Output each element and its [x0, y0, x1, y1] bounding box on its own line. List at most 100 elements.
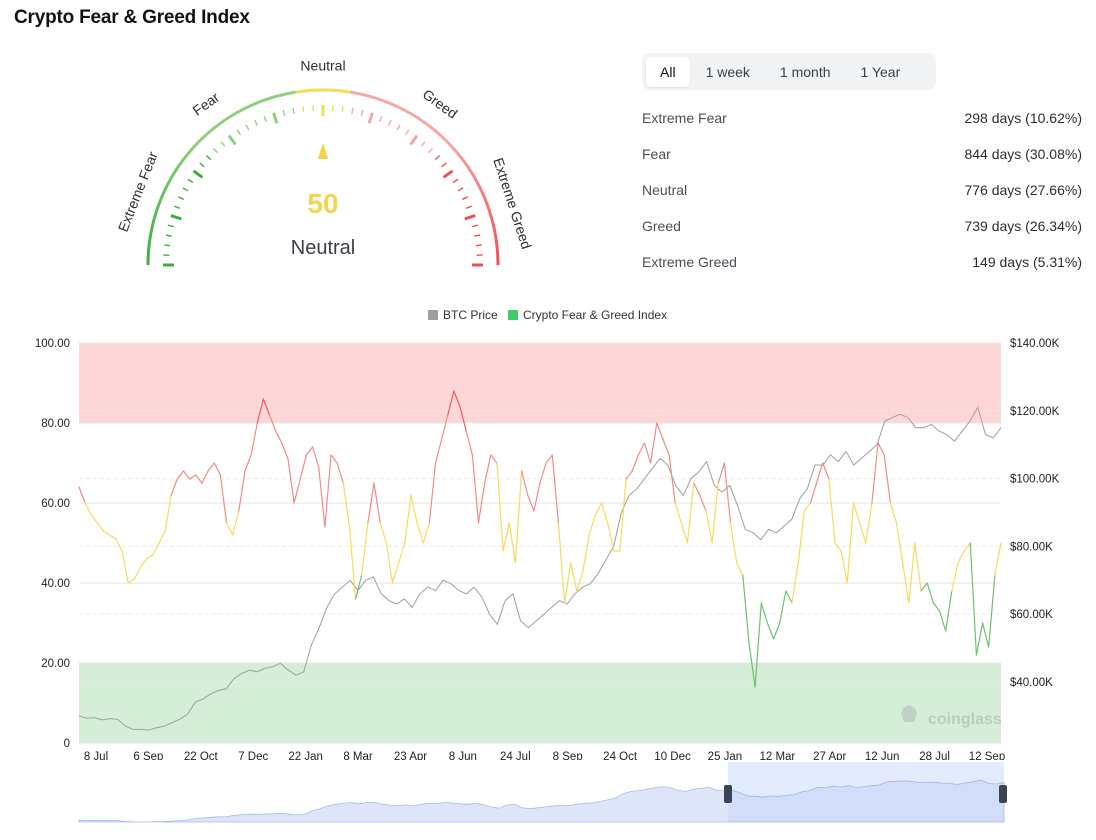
fear-greed-index-segment: [146, 554, 154, 560]
coinglass-logo-icon: [901, 705, 917, 722]
fear-greed-index-segment: [932, 602, 941, 612]
gauge-tick: [360, 109, 364, 117]
fear-greed-index-segment: [133, 566, 142, 580]
time-range-tabs: All 1 week 1 month 1 Year: [642, 53, 936, 90]
fear-greed-index-segment: [96, 522, 105, 532]
range-navigator[interactable]: [0, 760, 1096, 830]
fear-greed-index-segment: [164, 494, 172, 532]
stat-value: 298 days (10.62%): [964, 110, 1082, 126]
gauge-tick: [263, 115, 267, 123]
fear-greed-index-segment: [268, 414, 277, 432]
x-tick-label: 22 Oct: [184, 751, 219, 760]
y-right-tick-label: $40.00K: [1010, 677, 1053, 689]
fear-greed-index-segment: [748, 642, 756, 688]
tab-1-month[interactable]: 1 month: [779, 63, 831, 80]
gauge-tick: [292, 107, 295, 114]
gauge-tick: [351, 107, 354, 114]
fear-greed-index-segment: [158, 530, 166, 544]
fear-greed-index-segment: [182, 470, 191, 480]
fear-greed-index-segment: [693, 482, 701, 496]
fear-greed-index-segment: [705, 510, 713, 544]
gauge-zone-label: Fear: [190, 89, 223, 119]
fear-greed-index-segment: [576, 570, 584, 592]
fear-greed-index-segment: [281, 442, 289, 460]
fear-greed-index-segment: [465, 430, 473, 456]
gauge-tick: [434, 154, 441, 161]
fear-greed-index-segment: [809, 482, 818, 504]
fear-greed-index-segment: [686, 482, 695, 544]
stat-label: Neutral: [642, 182, 688, 198]
fear-greed-index-segment: [115, 538, 123, 552]
navigator-handle-left[interactable]: [724, 785, 732, 803]
y-left-tick-label: 20.00: [41, 658, 70, 670]
legend-swatch-btc-price[interactable]: [428, 310, 438, 320]
gauge-tick: [475, 244, 482, 247]
gauge-tick: [212, 147, 219, 154]
fear-greed-index-segment: [551, 454, 560, 524]
fear-greed-index-segment: [858, 522, 867, 544]
fear-greed-index-segment: [109, 534, 117, 540]
fear-greed-index-segment: [312, 446, 320, 468]
gauge-tick: [165, 234, 172, 237]
stat-label: Extreme Greed: [642, 254, 737, 270]
fear-greed-index-segment: [889, 502, 898, 524]
fear-greed-index-segment: [877, 442, 885, 456]
x-tick-label: 22 Jan: [288, 751, 323, 760]
legend-label-btc-price[interactable]: BTC Price: [443, 308, 498, 322]
fear-greed-index-segment: [711, 482, 719, 544]
fear-greed-index-segment: [717, 462, 726, 484]
fear-greed-index-segment: [342, 482, 351, 528]
gauge-classification: Neutral: [291, 237, 355, 259]
tab-1-year[interactable]: 1 Year: [860, 63, 901, 80]
fear-greed-index-segment: [348, 526, 357, 600]
legend-label-fear-greed-index[interactable]: Crypto Fear & Greed Index: [523, 308, 667, 322]
gauge-value: 50: [307, 188, 338, 219]
fear-greed-index-segment: [883, 454, 892, 504]
x-tick-label: 24 Jul: [500, 751, 531, 760]
fear-greed-index-segment: [170, 478, 178, 496]
fear-greed-index-segment: [355, 574, 363, 600]
fear-greed-index-segment: [600, 502, 609, 524]
fear-greed-index-segment: [422, 522, 430, 544]
tab-1-week[interactable]: 1 week: [705, 63, 750, 80]
gauge-tick: [164, 244, 171, 247]
page-title: Crypto Fear & Greed Index: [14, 7, 250, 28]
gauge-tick: [245, 124, 250, 131]
fear-greed-index-segment: [520, 470, 529, 496]
fear-greed-index-segment: [207, 462, 215, 472]
gauge-tick: [471, 224, 479, 228]
legend-swatch-fear-greed-index[interactable]: [508, 310, 518, 320]
fear-greed-index-segment: [459, 406, 467, 432]
fear-greed-index-segment: [441, 414, 449, 440]
y-right-tick-label: $80.00K: [1010, 541, 1053, 553]
x-tick-label: 8 Jul: [84, 751, 108, 760]
fear-greed-index-segment: [434, 438, 443, 464]
fear-greed-index-segment: [736, 562, 744, 576]
x-tick-label: 12 Sep: [969, 751, 1005, 760]
fear-greed-index-segment: [643, 442, 652, 464]
fear-greed-index-segment: [447, 390, 455, 416]
navigator-handle-right[interactable]: [999, 785, 1007, 803]
gauge-tick: [282, 109, 286, 117]
gauge-needle-icon: [317, 143, 329, 160]
fear-greed-index-segment: [250, 422, 258, 456]
fear-greed-index-segment: [78, 486, 86, 504]
fear-greed-index-segment: [361, 522, 369, 576]
fear-greed-index-segment: [803, 502, 812, 512]
fear-greed-index-segment: [545, 454, 553, 464]
gauge-tick: [464, 214, 476, 221]
stat-row-fear: Fear 844 days (30.08%): [642, 136, 1082, 172]
fear-greed-chart[interactable]: BTC Price Crypto Fear & Greed Index 100.…: [0, 300, 1096, 760]
fear-greed-index-segment: [428, 462, 437, 524]
gauge-tick: [404, 129, 410, 136]
fear-greed-index-segment: [742, 574, 750, 644]
fear-greed-index-segment: [582, 534, 590, 572]
tab-all[interactable]: All: [646, 56, 690, 87]
fear-greed-index-segment: [699, 494, 707, 512]
fear-greed-index-segment: [846, 502, 855, 584]
fear-greed-index-segment: [631, 454, 639, 472]
stat-label: Greed: [642, 218, 681, 234]
stat-value: 844 days (30.08%): [964, 146, 1082, 162]
x-tick-label: 8 Mar: [343, 751, 373, 760]
stat-row-extreme-fear: Extreme Fear 298 days (10.62%): [642, 100, 1082, 136]
